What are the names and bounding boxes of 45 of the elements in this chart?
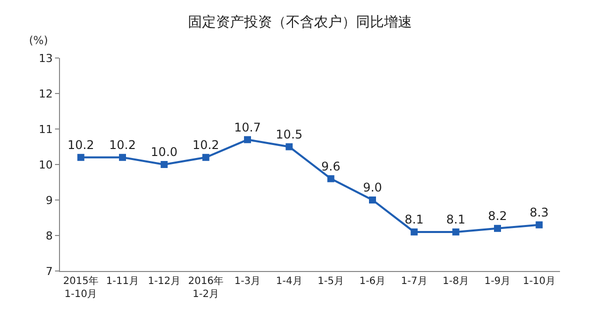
point bbox=[160, 161, 168, 168]
y-tick-label: 13 bbox=[38, 52, 53, 65]
point bbox=[244, 136, 251, 144]
data-label: 9.0 bbox=[362, 180, 382, 195]
data-label: 8.1 bbox=[446, 212, 466, 227]
y-tick-label: 7 bbox=[46, 264, 53, 278]
point bbox=[536, 221, 543, 228]
y-tick-label: 10 bbox=[38, 158, 53, 172]
data-label: 10.2 bbox=[192, 138, 220, 152]
x-tick-label: 2015年 1-10月 bbox=[63, 275, 99, 300]
point bbox=[494, 224, 501, 232]
data-label: 8.3 bbox=[530, 205, 549, 220]
point bbox=[77, 154, 84, 161]
data-label: 10.2 bbox=[67, 138, 94, 152]
point bbox=[119, 154, 126, 161]
data-label: 8.1 bbox=[404, 212, 424, 227]
data-label: 10.5 bbox=[276, 127, 303, 142]
point bbox=[369, 196, 376, 204]
data-label: 8.2 bbox=[488, 209, 508, 224]
y-axis-title: (%) bbox=[29, 34, 48, 47]
x-tick-label: 1-3月 bbox=[234, 276, 261, 287]
data-label: 9.6 bbox=[321, 159, 340, 174]
y-tick-label: 12 bbox=[38, 87, 53, 100]
chart-title: 固定资产投资（不含农户）同比增速 bbox=[188, 14, 412, 30]
x-tick-label: 1-10月 bbox=[522, 276, 556, 287]
data-label: 10.2 bbox=[109, 138, 136, 152]
point bbox=[327, 175, 334, 182]
x-tick-label: 1-9月 bbox=[484, 276, 511, 287]
x-tick-label: 1-12月 bbox=[148, 276, 181, 287]
x-tick-label: 1-11月 bbox=[106, 276, 139, 287]
point bbox=[202, 154, 210, 161]
data-label: 10.7 bbox=[234, 120, 261, 134]
x-tick-label: 1-4月 bbox=[276, 276, 302, 287]
y-tick-label: 9 bbox=[46, 194, 53, 207]
data-label: 10.0 bbox=[150, 145, 178, 160]
y-tick-label: 11 bbox=[38, 122, 53, 136]
x-tick-label: 1-7月 bbox=[401, 276, 428, 287]
x-tick-label: 1-6月 bbox=[359, 276, 386, 287]
point bbox=[452, 228, 460, 236]
point bbox=[410, 228, 418, 236]
point bbox=[286, 143, 293, 150]
x-tick-label: 1-8月 bbox=[442, 276, 469, 287]
x-tick-label: 1-5月 bbox=[318, 276, 344, 287]
y-tick-label: 8 bbox=[46, 229, 53, 242]
x-tick-label: 2016年 1-2月 bbox=[188, 275, 224, 300]
